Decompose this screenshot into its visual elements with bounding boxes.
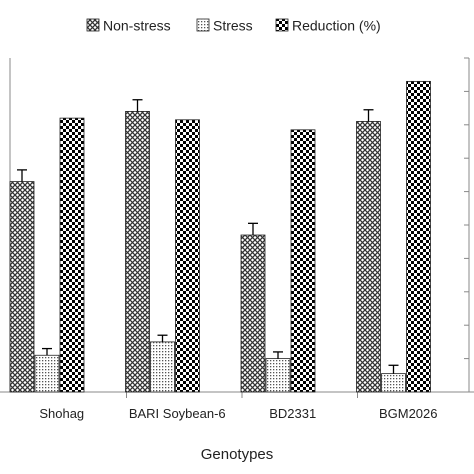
x-axis-title: Genotypes [201, 446, 274, 463]
bar-reduction-3 [406, 80, 431, 393]
bar-non-stress-2 [240, 234, 266, 393]
legend-label: Stress [213, 18, 253, 34]
x-tick-label: BGM2026 [379, 406, 438, 421]
bars [9, 80, 431, 393]
legend-label: Non-stress [103, 18, 171, 34]
bar-non-stress-3 [356, 121, 381, 393]
legend-swatch [86, 18, 100, 32]
bar-reduction-0 [59, 117, 85, 393]
bar-non-stress-0 [9, 181, 35, 393]
x-tick-label: BARI Soybean-6 [129, 406, 226, 421]
bar-reduction-2 [290, 129, 316, 393]
bar-stress-1 [150, 341, 175, 393]
bar-stress-2 [265, 358, 291, 393]
x-tick-label: Shohag [39, 406, 84, 421]
bar-reduction-1 [175, 119, 200, 393]
legend-label: Reduction (%) [292, 18, 381, 34]
bar-non-stress-1 [125, 111, 150, 393]
legend-swatch [275, 18, 289, 32]
bar-stress-0 [34, 354, 60, 393]
bar-stress-3 [381, 373, 406, 393]
legend: Non-stress Stress Reduction (%) [86, 18, 381, 34]
legend-swatch [196, 18, 210, 32]
x-tick-label: BD2331 [269, 406, 316, 421]
x-tick-labels: Shohag BARI Soybean-6 BD2331 BGM2026 [39, 406, 437, 421]
